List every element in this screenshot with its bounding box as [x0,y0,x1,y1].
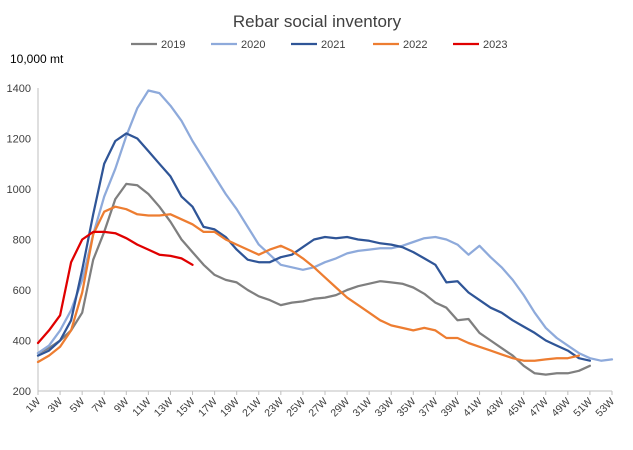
legend-label-2022: 2022 [403,39,427,51]
legend-label-2020: 2020 [241,39,265,51]
axes: 200 400 600 800 1000 1200 1400 1W 3W 5W 7W 9W11W13W… [7,83,618,419]
x-tick-label: 11W [130,396,153,419]
x-tick-label: 3W [46,396,66,416]
legend-label-2019: 2019 [161,39,185,51]
x-tick-label: 15W [174,396,198,420]
x-tick-label: 37W [417,396,441,420]
x-tick-label: 17W [196,396,220,420]
x-tick-label: 25W [284,396,308,420]
series-line-2019 [36,182,592,376]
x-tick-label: 13W [152,396,176,420]
series-line-2020 [36,89,614,362]
x-tick-label: 9W [112,396,132,416]
x-tick-label: 33W [373,396,397,420]
x-tick-label: 45W [505,396,529,420]
chart-title: Rebar social inventory [233,12,402,31]
y-axis-unit-label: 10,000 mt [10,52,64,66]
x-tick-label: 39W [439,396,463,420]
series-line-2022 [36,205,581,364]
series-group [36,89,614,376]
y-tick-label: 1000 [7,184,31,196]
x-tick-label: 7W [90,396,110,416]
y-tick-label: 1400 [7,83,31,95]
x-tick-label: 27W [306,396,330,420]
x-tick-label: 47W [527,396,551,420]
x-tick-label: 31W [351,396,375,420]
y-tick-label: 1200 [7,134,31,146]
legend-label-2021: 2021 [321,39,345,51]
x-tick-label: 29W [328,396,352,420]
series-line-2023 [36,230,194,345]
x-tick-label: 41W [461,396,485,420]
x-tick-label: 51W [571,396,595,420]
legend-label-2023: 2023 [483,39,507,51]
x-tick-label: 21W [240,396,264,420]
x-tick-label: 49W [549,396,573,420]
x-tick-label: 23W [262,396,286,420]
x-tick-label: 5W [68,396,88,416]
x-tick-label: 43W [483,396,507,420]
y-tick-label: 800 [13,235,31,247]
y-tick-label: 400 [13,336,31,348]
x-tick-label: 19W [218,396,242,420]
legend: 2019 2020 2021 2022 2023 [131,39,507,51]
x-tick-label: 1W [23,396,43,416]
x-tick-label: 35W [395,396,419,420]
x-tick-label: 53W [593,396,617,420]
series-line-2021 [36,132,592,362]
y-tick-label: 600 [13,285,31,297]
y-tick-label: 200 [13,386,31,398]
